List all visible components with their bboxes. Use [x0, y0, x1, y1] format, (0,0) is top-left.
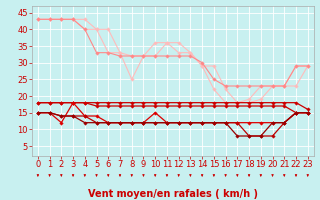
X-axis label: Vent moyen/en rafales ( km/h ): Vent moyen/en rafales ( km/h )	[88, 189, 258, 199]
